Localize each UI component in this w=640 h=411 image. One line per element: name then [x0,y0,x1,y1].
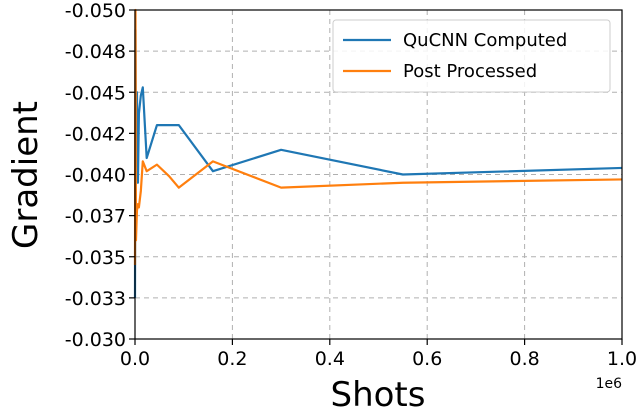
legend: QuCNN Computed Post Processed [332,19,611,93]
y-tick-label: -0.042 [65,123,126,145]
x-axis-label: Shots [331,375,426,411]
y-tick-label: -0.037 [65,206,126,228]
x-tick-label: 0.4 [315,348,345,370]
x-tick-label: 0.6 [412,348,442,370]
x-tick-label: 0.2 [217,348,247,370]
y-tick-label: -0.033 [65,288,126,310]
y-tick-label: -0.030 [65,329,126,351]
y-tick-label: -0.050 [65,0,126,22]
y-tick-label: -0.048 [65,41,126,63]
legend-box [332,19,611,93]
legend-label-qucnn-computed: QuCNN Computed [403,30,567,51]
x-tick-label: 0.8 [509,348,539,370]
y-tick-label: -0.035 [65,247,126,269]
y-axis-label: Gradient [6,101,46,249]
series-lines [133,8,623,298]
y-tick-label: -0.045 [65,82,126,104]
legend-label-post-processed: Post Processed [403,61,537,82]
x-axis-offset-label: 1e6 [596,376,623,392]
x-tick-label: 0.0 [120,348,150,370]
y-axis-ticks: -0.030 -0.033 -0.035 -0.037 -0.040 -0.042 -0.0… [65,0,135,351]
series-line-post-processed [133,8,623,265]
x-tick-label: 1.0 [607,348,637,370]
y-tick-label: -0.040 [65,165,126,187]
x-axis-ticks: 0.0 0.2 0.4 0.6 0.8 1.0 [120,339,637,370]
